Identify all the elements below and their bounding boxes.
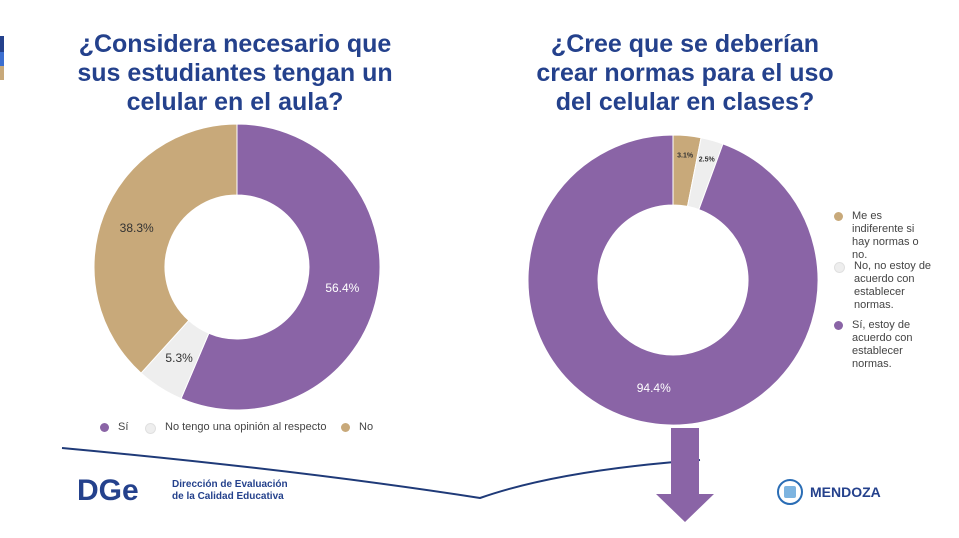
legend-label: Me es indiferente si hay normas o no. xyxy=(852,210,919,261)
legend-label: Sí, estoy de acuerdo con establecer norm… xyxy=(852,319,913,370)
legend-item: Sí xyxy=(100,421,128,433)
chart-title: ¿Considera necesario que sus estudiantes… xyxy=(77,30,393,116)
legend-label: No xyxy=(359,421,374,433)
legend-item: Sí, estoy de acuerdo con establecer norm… xyxy=(834,319,934,371)
value-label: 5.3% xyxy=(165,350,193,365)
value-label: 94.4% xyxy=(636,381,671,396)
value-label: 2.5% xyxy=(698,156,715,164)
value-label: 56.4% xyxy=(325,281,360,296)
legend-swatch xyxy=(341,423,350,432)
legend-item: No tengo una opinión al respecto xyxy=(145,421,326,434)
accent-bar xyxy=(0,66,4,80)
decor-curve xyxy=(61,447,701,500)
accent-bar xyxy=(0,36,4,52)
chart-title: ¿Cree que se deberían crear normas para … xyxy=(536,30,834,116)
donut-segment xyxy=(180,123,381,411)
legend-swatch xyxy=(834,212,843,221)
legend-label: No, no estoy de acuerdo con establecer n… xyxy=(854,260,932,311)
legend-swatch xyxy=(100,423,109,432)
legend-swatch xyxy=(834,262,845,273)
org-name: Dirección de Evaluación de la Calidad Ed… xyxy=(172,479,288,502)
donut-segment xyxy=(527,134,819,426)
logo: DGe xyxy=(77,474,139,507)
arrow xyxy=(656,428,714,522)
legend-item: No, no estoy de acuerdo con establecer n… xyxy=(834,260,934,312)
legend-label: No tengo una opinión al respecto xyxy=(165,421,327,433)
province: MENDOZA xyxy=(810,484,881,500)
accent-bar xyxy=(0,52,4,66)
value-label: 3.1% xyxy=(677,152,694,160)
legend-item: No xyxy=(341,421,373,433)
emblem xyxy=(784,486,796,498)
value-label: 38.3% xyxy=(119,221,154,236)
donut-segment xyxy=(93,123,238,374)
legend-swatch xyxy=(834,321,843,330)
legend-swatch xyxy=(145,423,156,434)
legend-label: Sí xyxy=(118,421,129,433)
legend-item: Me es indiferente si hay normas o no. xyxy=(834,210,934,262)
